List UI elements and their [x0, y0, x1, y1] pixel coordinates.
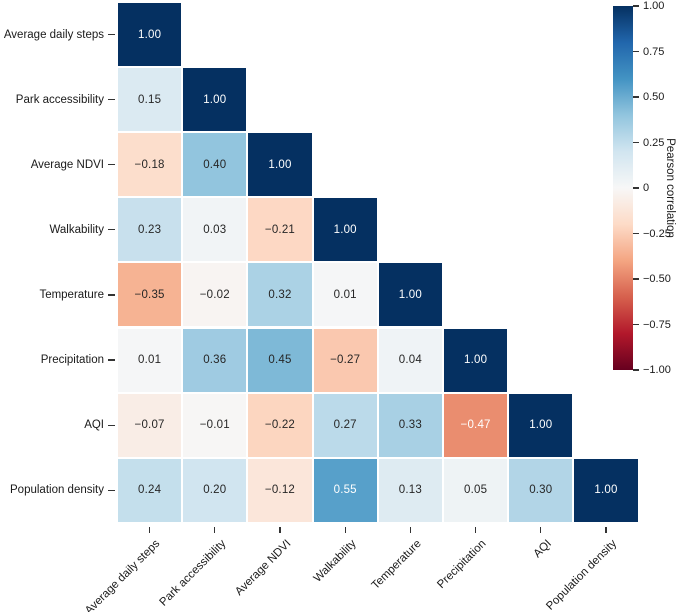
y-tick-mark: [108, 33, 115, 36]
heatmap-cell-4-2: 0.32: [247, 262, 313, 328]
colorbar-tick-mark: [633, 323, 639, 326]
heatmap-cell-5-0: 0.01: [117, 327, 183, 393]
x-axis-label: Temperature: [369, 537, 424, 592]
heatmap-cell-7-0: 0.24: [117, 457, 183, 523]
heatmap-cell-6-4: 0.33: [377, 392, 443, 458]
heatmap-cell-4-0: −0.35: [117, 262, 183, 328]
y-tick-mark: [108, 359, 115, 361]
heatmap-cell-3-0: 0.23: [117, 197, 183, 263]
colorbar-tick-label: −0.50: [643, 273, 671, 285]
x-axis-label: Precipitation: [435, 537, 489, 591]
heatmap-cell-4-3: 0.01: [312, 262, 378, 328]
y-axis-label: Average daily steps: [3, 28, 104, 41]
colorbar-label: Pearson correlation: [664, 138, 676, 238]
x-axis-label: Average daily steps: [83, 537, 163, 612]
heatmap-cell-3-2: −0.21: [247, 197, 313, 263]
x-axis-label: AQI: [531, 537, 555, 561]
x-tick-mark: [344, 527, 346, 533]
y-axis-label: Park accessibility: [15, 93, 104, 106]
colorbar-tick-label: 1.00: [643, 0, 665, 12]
x-tick-mark: [605, 527, 607, 533]
colorbar-gradient: [613, 6, 633, 370]
heatmap-cell-3-3: 1.00: [312, 197, 378, 263]
x-tick-mark: [540, 527, 542, 533]
colorbar-tick-label: −0.25: [643, 227, 671, 240]
heatmap-cell-5-3: −0.27: [312, 327, 378, 393]
heatmap-cell-5-2: 0.45: [247, 327, 313, 393]
heatmap-cell-6-5: −0.47: [443, 392, 509, 458]
heatmap-cell-6-1: −0.01: [182, 392, 248, 458]
y-tick-mark: [108, 294, 115, 296]
colorbar-tick-mark: [633, 96, 639, 98]
heatmap-cell-6-0: −0.07: [117, 392, 183, 458]
y-tick-mark: [108, 489, 115, 491]
heatmap-cell-4-4: 1.00: [377, 262, 443, 328]
colorbar-tick-label: 0.25: [643, 136, 665, 149]
x-tick-mark: [279, 527, 281, 533]
heatmap-cell-1-0: 0.15: [117, 67, 183, 133]
x-axis-label: Walkability: [311, 537, 359, 585]
x-tick-mark: [475, 527, 477, 533]
y-axis-label: Average NDVI: [30, 158, 104, 171]
y-tick-mark: [108, 164, 115, 166]
heatmap-cell-5-5: 1.00: [443, 327, 509, 393]
heatmap-cell-7-2: −0.12: [247, 457, 313, 523]
y-tick-mark: [108, 99, 115, 101]
heatmap-cell-2-2: 1.00: [247, 132, 313, 198]
heatmap-cell-7-7: 1.00: [573, 457, 639, 523]
y-axis-label: Walkability: [49, 223, 104, 236]
colorbar-tick-label: 0: [643, 182, 650, 194]
heatmap-cell-6-3: 0.27: [312, 392, 378, 458]
heatmap-cell-0-0: 1.00: [117, 2, 183, 68]
y-axis-label: Population density: [10, 484, 104, 497]
y-tick-mark: [108, 229, 115, 231]
x-axis-label: Population density: [544, 537, 620, 612]
colorbar-tick-label: −1.00: [643, 364, 671, 376]
colorbar-tick-mark: [633, 141, 639, 144]
heatmap-cell-1-1: 1.00: [182, 67, 248, 133]
y-axis-label: AQI: [84, 419, 104, 432]
heatmap-cell-7-5: 0.05: [443, 457, 509, 523]
heatmap-cell-3-1: 0.03: [182, 197, 248, 263]
y-axis-label: Temperature: [39, 288, 104, 301]
colorbar-tick-label: 0.50: [643, 91, 665, 103]
y-tick-mark: [108, 424, 115, 426]
colorbar-tick-mark: [633, 187, 639, 189]
x-tick-mark: [409, 527, 411, 533]
colorbar-tick-mark: [633, 5, 639, 7]
heatmap-cell-5-4: 0.04: [377, 327, 443, 393]
heatmap-cell-5-1: 0.36: [182, 327, 248, 393]
colorbar-tick-label: −0.75: [643, 318, 671, 331]
colorbar-tick-mark: [633, 278, 639, 280]
y-axis-label: Precipitation: [40, 354, 104, 367]
x-tick-mark: [149, 527, 151, 533]
colorbar-tick-label: 0.75: [643, 45, 665, 58]
heatmap-cell-6-2: −0.22: [247, 392, 313, 458]
heatmap-cell-2-1: 0.40: [182, 132, 248, 198]
x-axis-label: Park accessibility: [157, 537, 229, 609]
heatmap-cell-7-3: 0.55: [312, 457, 378, 523]
heatmap-cell-7-1: 0.20: [182, 457, 248, 523]
heatmap-cell-4-1: −0.02: [182, 262, 248, 328]
x-axis-label: Average NDVI: [232, 537, 294, 599]
heatmap-cell-6-6: 1.00: [508, 392, 574, 458]
colorbar-tick-mark: [633, 369, 639, 371]
x-tick-mark: [214, 527, 216, 533]
colorbar-tick-mark: [633, 50, 639, 53]
heatmap-cell-2-0: −0.18: [117, 132, 183, 198]
colorbar-tick-mark: [633, 232, 639, 235]
heatmap-cell-7-4: 0.13: [377, 457, 443, 523]
heatmap-cell-7-6: 0.30: [508, 457, 574, 523]
